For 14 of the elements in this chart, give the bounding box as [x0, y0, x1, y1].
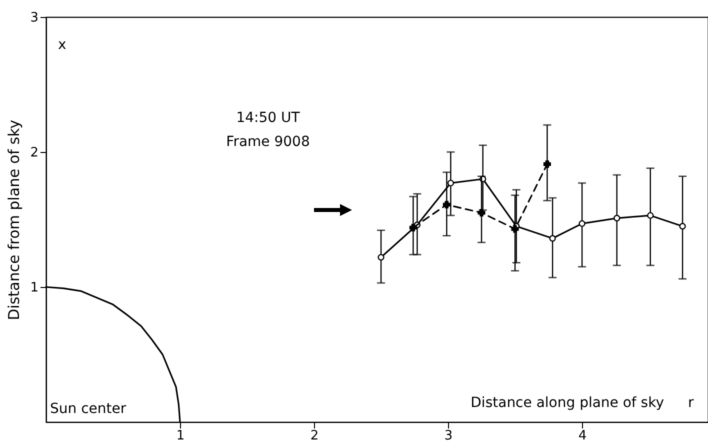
- y-tick-label: 1: [30, 280, 38, 296]
- annotation: x: [58, 37, 66, 53]
- y-tick-label: 3: [30, 10, 38, 26]
- annotation: Sun center: [50, 401, 126, 417]
- y-axis-title: Distance from plane of sky: [5, 120, 24, 320]
- x-tick-label: 1: [176, 428, 185, 444]
- annotation: Frame 9008: [226, 134, 310, 150]
- x-tick-label: 4: [578, 428, 587, 444]
- x-tick-label: 2: [310, 428, 319, 444]
- x-tick-label: 3: [444, 428, 453, 444]
- x-axis-title: Distance along plane of sky: [470, 395, 664, 411]
- annotation: 14:50 UT: [236, 110, 300, 126]
- annotation: r: [688, 395, 694, 411]
- y-tick-label: 2: [30, 146, 38, 160]
